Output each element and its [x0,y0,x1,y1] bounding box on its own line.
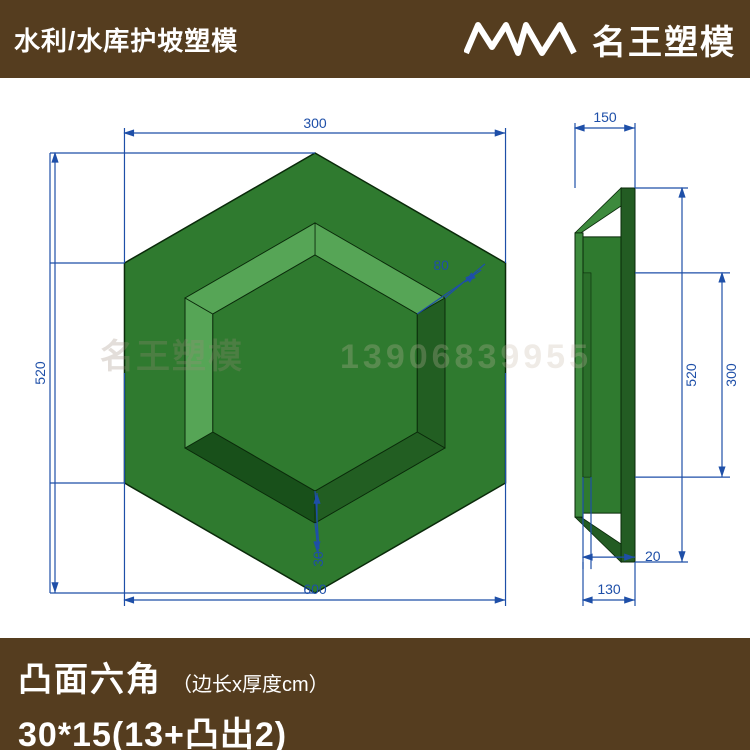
product-spec: 30*15(13+凸出2) [18,707,732,756]
svg-text:300: 300 [303,115,327,131]
svg-text:600: 600 [303,581,327,597]
svg-text:520: 520 [32,361,48,385]
technical-drawing: 300 80 520 600 30 150 300 520 20 130 名王塑模 139068399… [0,78,750,638]
svg-text:30: 30 [310,551,326,567]
header-logo: 名王塑模 [464,15,736,64]
logo-mark-icon [464,19,584,59]
header-bar: 水利/水库护坡塑模 名王塑模 [0,0,750,78]
svg-text:20: 20 [645,548,661,564]
footer-bar: 凸面六角 （边长x厚度cm） 30*15(13+凸出2) [0,638,750,750]
svg-text:130: 130 [597,581,621,597]
svg-text:150: 150 [593,109,617,125]
svg-text:名王塑模: 名王塑模 [100,338,244,376]
svg-text:80: 80 [433,257,449,273]
svg-text:300: 300 [723,363,739,387]
product-subtitle: （边长x厚度cm） [172,668,329,697]
svg-text:13906839955: 13906839955 [340,338,592,376]
header-brand: 名王塑模 [592,15,736,64]
header-category: 水利/水库护坡塑模 [14,21,238,58]
svg-text:520: 520 [683,363,699,387]
product-title: 凸面六角 [18,652,162,701]
